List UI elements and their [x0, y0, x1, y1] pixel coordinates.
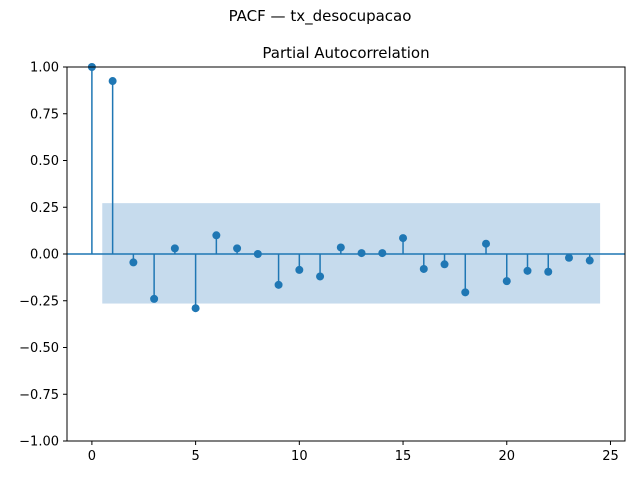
y-tick-label: 0.75: [30, 107, 59, 122]
y-tick-label: −0.25: [19, 294, 59, 309]
stem-marker-lag-16: [419, 264, 428, 273]
stem-marker-lag-10: [295, 265, 304, 274]
stem-marker-lag-7: [233, 244, 242, 253]
stem-marker-lag-21: [523, 266, 532, 275]
x-tick-label: 0: [88, 449, 96, 464]
stem-marker-lag-1: [108, 77, 117, 86]
x-tick-label: 15: [395, 449, 412, 464]
y-tick-label: 0.50: [30, 154, 59, 169]
stem-marker-lag-18: [461, 288, 470, 297]
stem-marker-lag-19: [482, 239, 491, 248]
y-tick-label: −0.75: [19, 388, 59, 403]
y-tick-label: 0.25: [30, 201, 59, 216]
figure-suptitle: PACF — tx_desocupacao: [228, 7, 412, 25]
stem-marker-lag-11: [316, 272, 325, 281]
stem-marker-lag-6: [212, 231, 221, 240]
stem-marker-lag-15: [399, 234, 408, 243]
stem-marker-lag-14: [378, 249, 387, 258]
x-tick-label: 10: [291, 449, 308, 464]
stem-marker-lag-17: [440, 260, 449, 269]
stem-marker-lag-4: [170, 244, 179, 253]
stem-marker-lag-9: [274, 280, 283, 289]
stem-marker-lag-13: [357, 249, 366, 258]
stem-marker-lag-5: [191, 304, 200, 313]
y-tick-label: −0.50: [19, 341, 59, 356]
stem-marker-lag-3: [150, 294, 159, 303]
y-tick-label: −1.00: [19, 435, 59, 450]
stem-marker-lag-23: [564, 253, 573, 262]
stem-marker-lag-24: [585, 256, 594, 265]
y-tick-label: 1.00: [30, 61, 59, 76]
y-tick-label: 0.00: [30, 248, 59, 263]
stem-marker-lag-2: [129, 258, 138, 267]
x-tick-label: 25: [602, 449, 619, 464]
stem-marker-lag-12: [336, 243, 345, 252]
stem-marker-lag-20: [502, 277, 511, 286]
stem-marker-lag-22: [544, 267, 553, 276]
x-tick-label: 20: [498, 449, 515, 464]
x-tick-label: 5: [191, 449, 199, 464]
plot-title: Partial Autocorrelation: [262, 44, 429, 62]
stem-marker-lag-8: [253, 250, 262, 258]
